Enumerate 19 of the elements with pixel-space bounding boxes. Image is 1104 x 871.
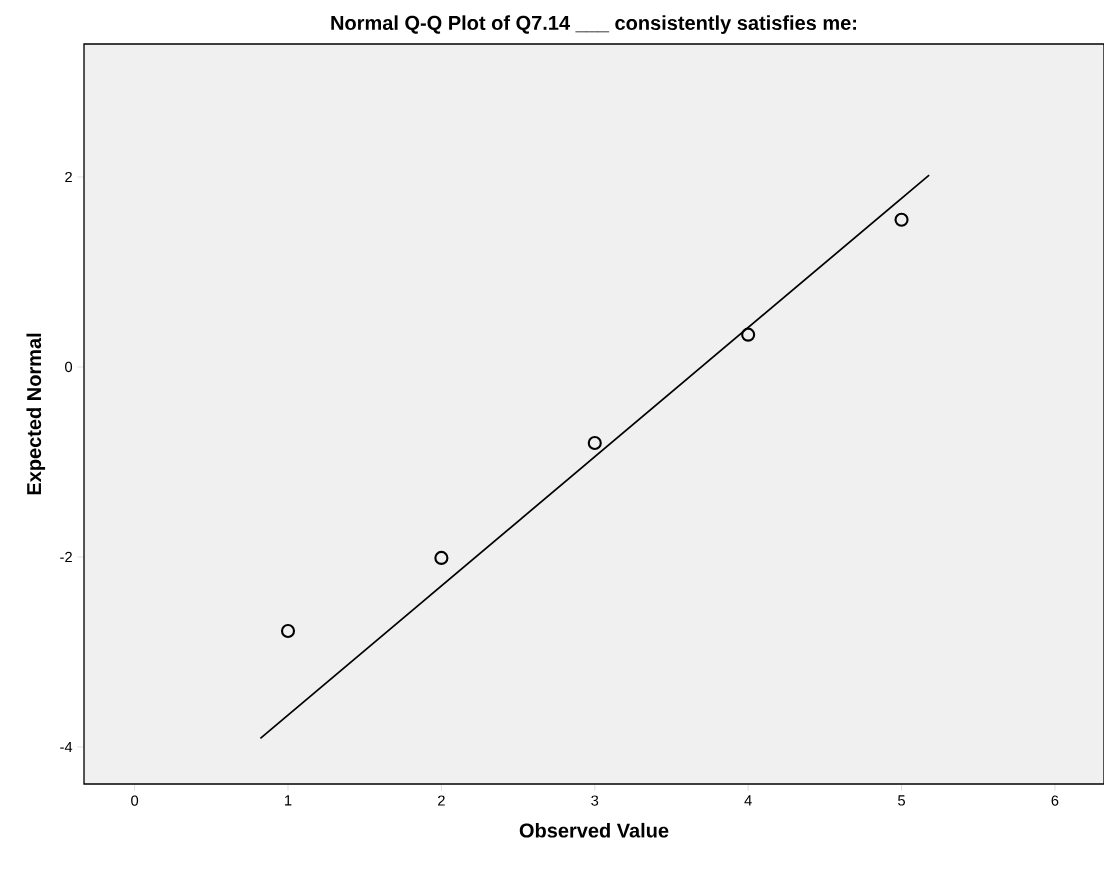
x-tick-label: 2: [438, 795, 445, 806]
x-axis-title: Observed Value: [519, 822, 669, 838]
y-tick-label: -2: [60, 551, 72, 563]
y-tick-label: 2: [65, 171, 72, 183]
x-tick-label: 6: [1051, 795, 1059, 806]
point: [587, 435, 602, 451]
x-tick-label: 1: [285, 795, 292, 806]
x-tick-label: 3: [591, 795, 599, 806]
x-tick-label: 0: [131, 795, 139, 806]
y-axis-title: Expected Normal: [26, 333, 46, 495]
y-tick-label: 0: [65, 361, 73, 373]
point: [434, 550, 449, 565]
point: [894, 212, 909, 227]
x-tick-label: 5: [898, 795, 905, 806]
point: [741, 327, 756, 342]
x-tick-label: 4: [744, 795, 752, 806]
y-tick-label: -4: [60, 741, 73, 752]
chart-title: Normal Q-Q Plot of Q7.14 ___ consistently satisfies me:: [331, 15, 857, 34]
point: [280, 623, 296, 639]
